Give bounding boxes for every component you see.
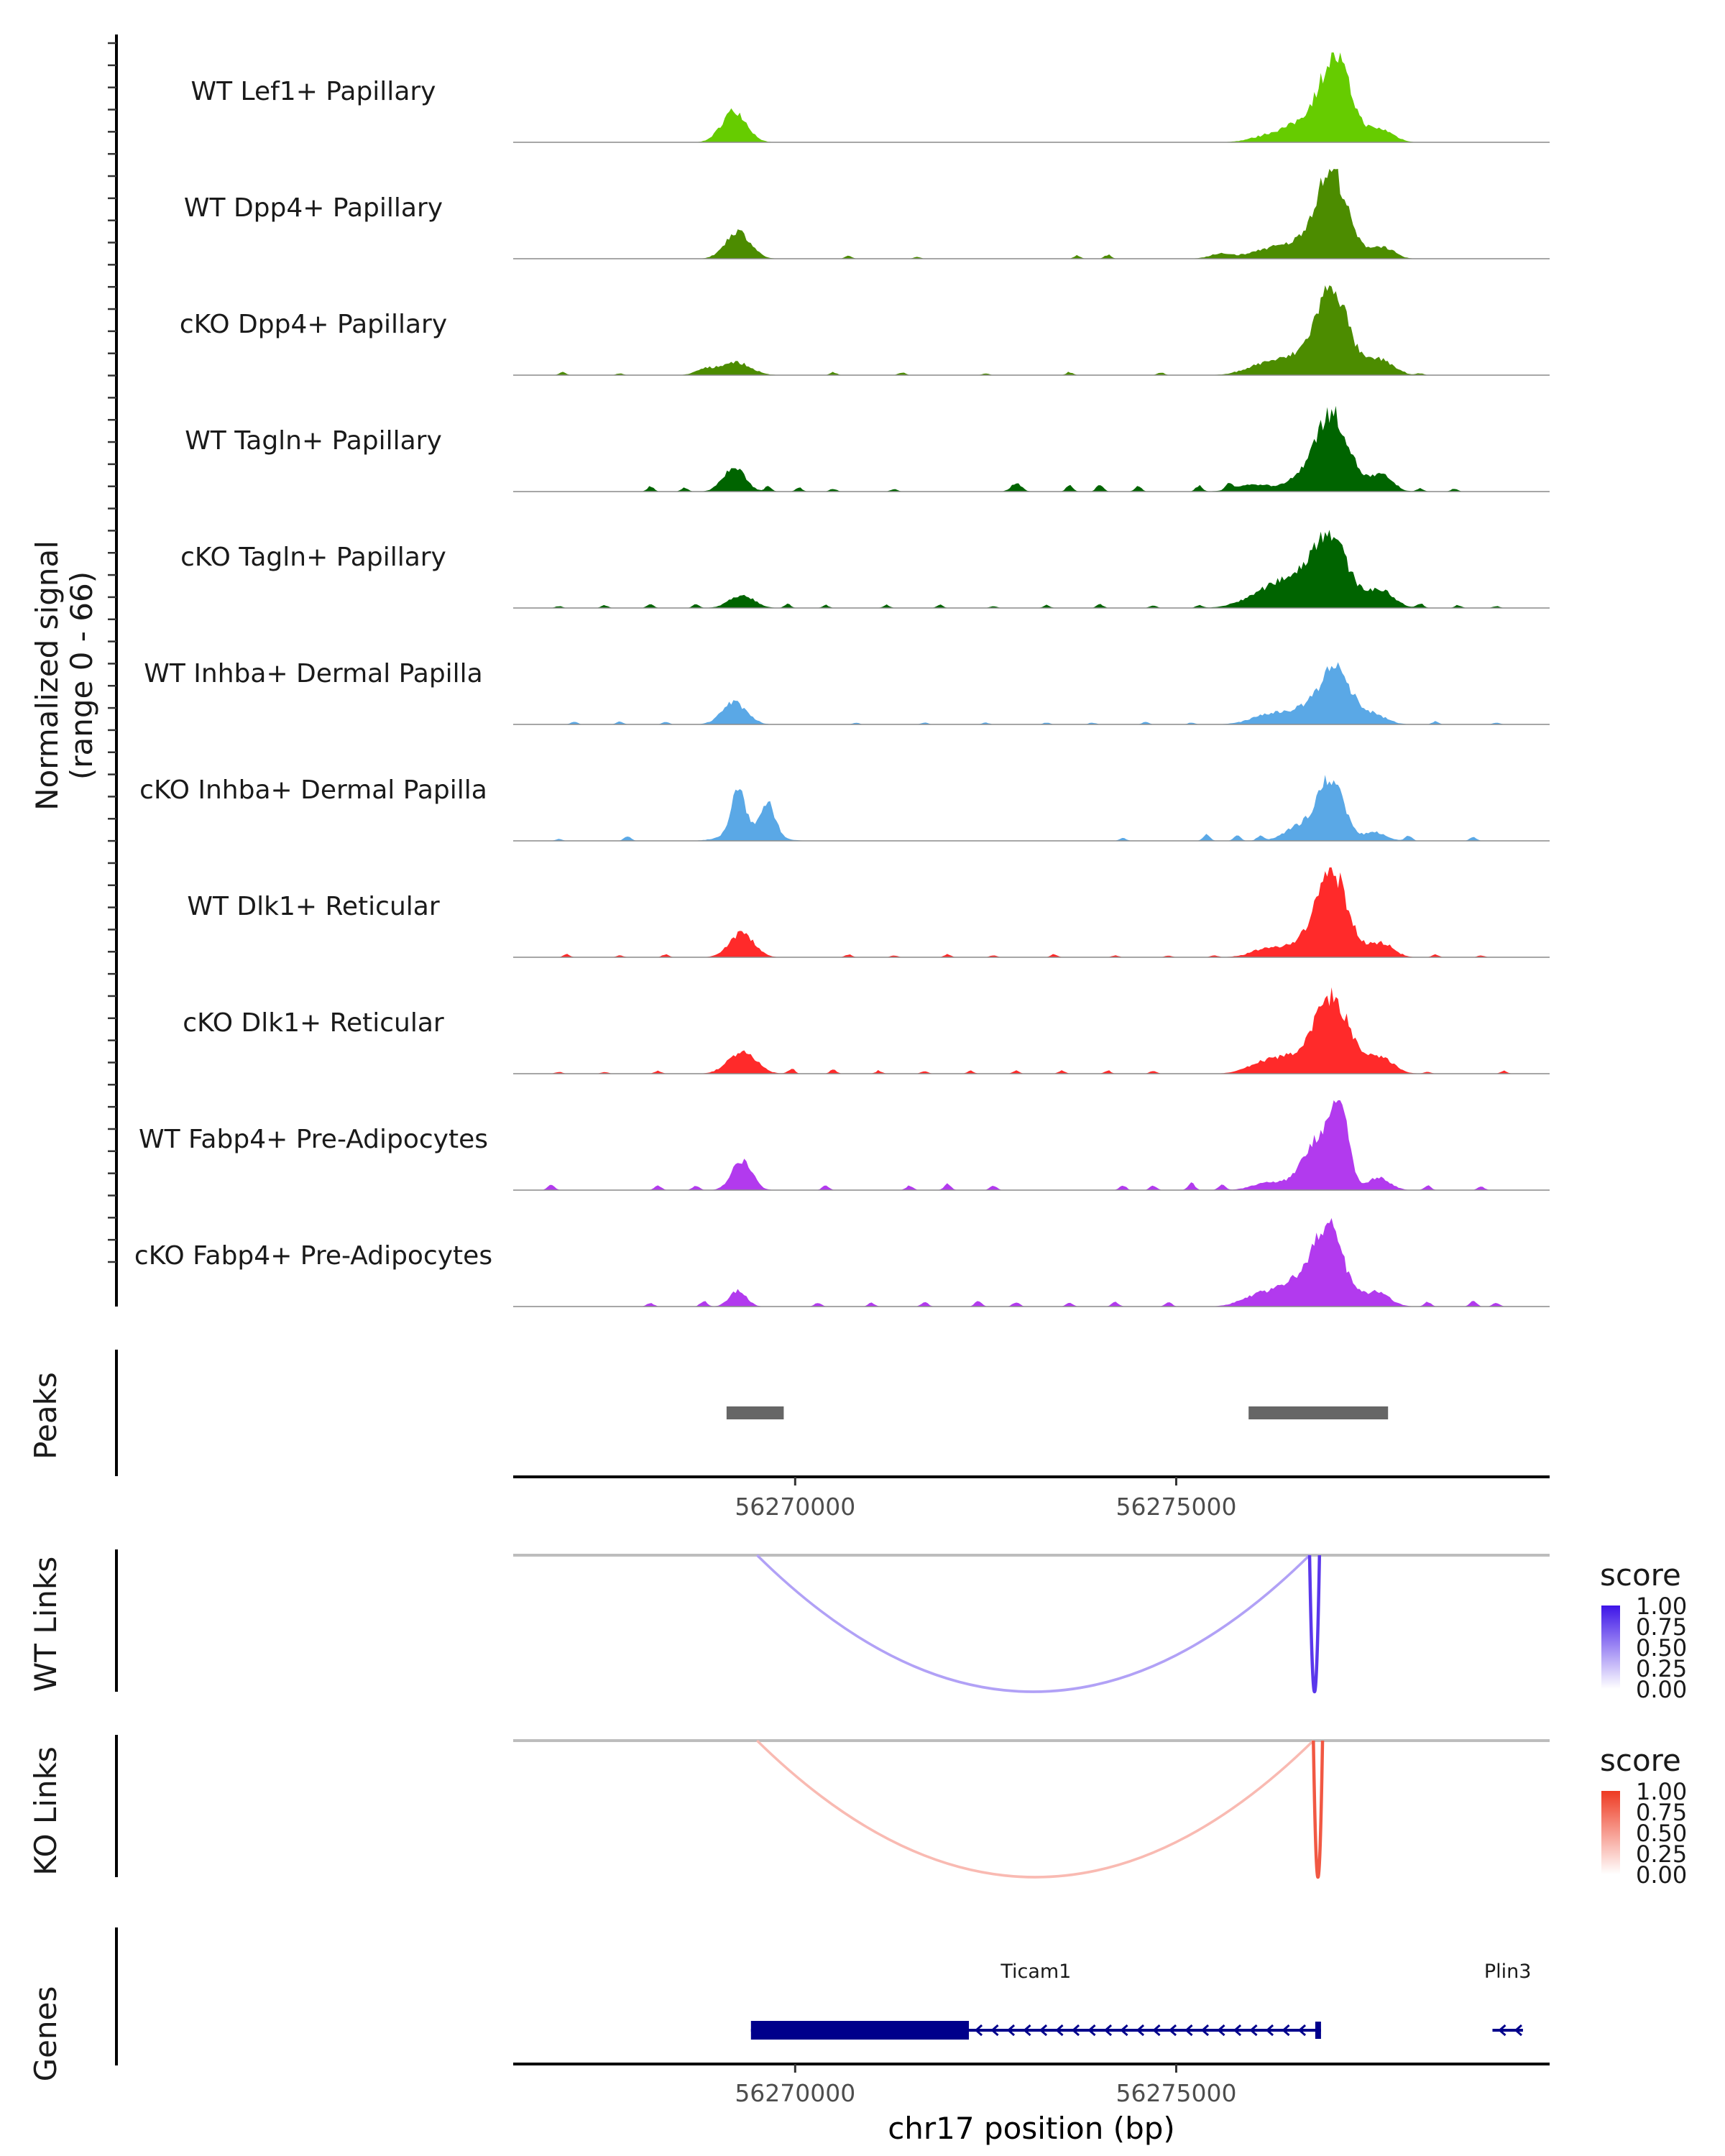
x-axis-title: chr17 position (bp) — [888, 2111, 1175, 2146]
link-arc — [756, 1739, 1315, 1879]
legend-value: 1.00 — [1636, 1593, 1687, 1620]
link-arc — [1307, 1554, 1322, 1693]
legend-value: 0.00 — [1636, 1676, 1687, 1703]
strand-arrow — [1297, 2024, 1307, 2037]
strand-arrow — [1514, 2024, 1522, 2037]
x-axis-lower: 56270000 56275000 — [513, 2063, 1550, 2107]
legend-colorbar — [1601, 1791, 1620, 1874]
legend-title: score — [1600, 1557, 1681, 1593]
coverage-area — [513, 775, 1550, 841]
wt-score-legend: score 1.00 0.75 0.50 0.25 0.00 — [1600, 1557, 1687, 1703]
coverage-area — [513, 987, 1550, 1074]
coverage-track-label: WT Dlk1+ Reticular — [187, 892, 439, 921]
links-tracks — [115, 1549, 1550, 1879]
strand-arrow — [1282, 2024, 1290, 2037]
strand-arrow — [1184, 2024, 1193, 2037]
legend-value: 0.50 — [1636, 1634, 1687, 1662]
strand-arrow — [1071, 2024, 1080, 2037]
ko-score-legend: score 1.00 0.75 0.50 0.25 0.00 — [1600, 1743, 1687, 1889]
legend-value: 0.50 — [1636, 1820, 1687, 1847]
coverage-track-label: WT Fabp4+ Pre-Adipocytes — [139, 1125, 488, 1154]
coverage-ylabel-line1: Normalized signal — [29, 540, 65, 811]
coverage-y-axis — [108, 34, 118, 1307]
genes-track-label: Genes — [28, 1986, 63, 2082]
coverage-area — [513, 662, 1550, 724]
strand-arrow — [1087, 2024, 1096, 2037]
coverage-area — [513, 52, 1550, 142]
ko-links-track-label: KO Links — [28, 1746, 63, 1876]
legend-value: 0.25 — [1636, 1655, 1687, 1682]
strand-arrow — [974, 2024, 983, 2037]
x-tick-label: 56275000 — [1116, 2079, 1236, 2107]
strand-arrow — [1039, 2024, 1048, 2037]
peaks-track — [115, 1350, 1389, 1476]
strand-arrow — [1152, 2024, 1161, 2037]
peaks-track-label: Peaks — [28, 1372, 63, 1460]
gene-exon — [750, 2021, 970, 2040]
coverage-area — [513, 1217, 1550, 1307]
coverage-area — [513, 1100, 1550, 1190]
x-tick-label: 56270000 — [735, 2079, 855, 2107]
x-axis-upper: 56270000 56275000 — [513, 1475, 1550, 1521]
strand-arrow — [1168, 2024, 1177, 2037]
coverage-area — [513, 867, 1550, 957]
legend-value: 1.00 — [1636, 1778, 1687, 1805]
strand-arrow — [990, 2024, 999, 2037]
peak-region — [1248, 1406, 1389, 1419]
x-tick-label: 56275000 — [1116, 1493, 1236, 1521]
wt-links-track-label: WT Links — [28, 1557, 63, 1692]
legend-value: 0.75 — [1636, 1613, 1687, 1641]
link-arc — [1312, 1740, 1325, 1879]
coverage-area — [513, 285, 1550, 375]
strand-arrow — [1498, 2024, 1506, 2037]
coverage-track-label: WT Inhba+ Dermal Papilla — [144, 659, 482, 688]
strand-arrow — [1233, 2024, 1242, 2037]
legend-value: 0.75 — [1636, 1799, 1687, 1826]
coverage-areas — [513, 52, 1550, 1307]
coverage-track-label: WT Lef1+ Papillary — [191, 77, 436, 106]
coverage-track-label: WT Tagln+ Papillary — [185, 426, 442, 456]
coverage-track-labels: WT Lef1+ Papillary WT Dpp4+ Papillary cK… — [134, 77, 492, 1271]
x-tick-label: 56270000 — [735, 1493, 855, 1521]
strand-arrow — [1103, 2024, 1113, 2037]
coverage-track-label: WT Dpp4+ Papillary — [184, 193, 443, 223]
strand-arrow — [1217, 2024, 1225, 2037]
coverage-area — [513, 530, 1550, 608]
strand-arrow — [1055, 2024, 1064, 2037]
strand-arrow — [1120, 2024, 1128, 2037]
gene-label: Plin3 — [1484, 1961, 1532, 1983]
peak-region — [726, 1406, 784, 1419]
gene-label: Ticam1 — [1000, 1961, 1071, 1983]
strand-arrow — [1200, 2024, 1210, 2037]
strand-arrow — [1136, 2024, 1145, 2037]
legend-value: 0.00 — [1636, 1861, 1687, 1889]
gene-exon — [1315, 2022, 1321, 2039]
coverage-ylabel-line2: (range 0 - 66) — [64, 571, 99, 780]
link-arc — [756, 1554, 1311, 1693]
coverage-track-label: cKO Dlk1+ Reticular — [183, 1008, 444, 1038]
coverage-track-label: cKO Fabp4+ Pre-Adipocytes — [134, 1241, 492, 1271]
legend-title: score — [1600, 1743, 1681, 1778]
coverage-area — [513, 169, 1550, 259]
coverage-track-label: cKO Dpp4+ Papillary — [180, 310, 447, 339]
coverage-area — [513, 405, 1550, 492]
strand-arrow — [1023, 2024, 1031, 2037]
genes-track: Ticam1 Plin3 — [115, 1927, 1532, 2065]
coverage-track-label: cKO Inhba+ Dermal Papilla — [139, 775, 487, 805]
legend-colorbar — [1601, 1606, 1620, 1689]
legend-value: 0.25 — [1636, 1841, 1687, 1868]
strand-arrow — [1265, 2024, 1274, 2037]
coverage-track-label: cKO Tagln+ Papillary — [180, 543, 446, 572]
strand-arrow — [1249, 2024, 1258, 2037]
strand-arrow — [1006, 2024, 1016, 2037]
